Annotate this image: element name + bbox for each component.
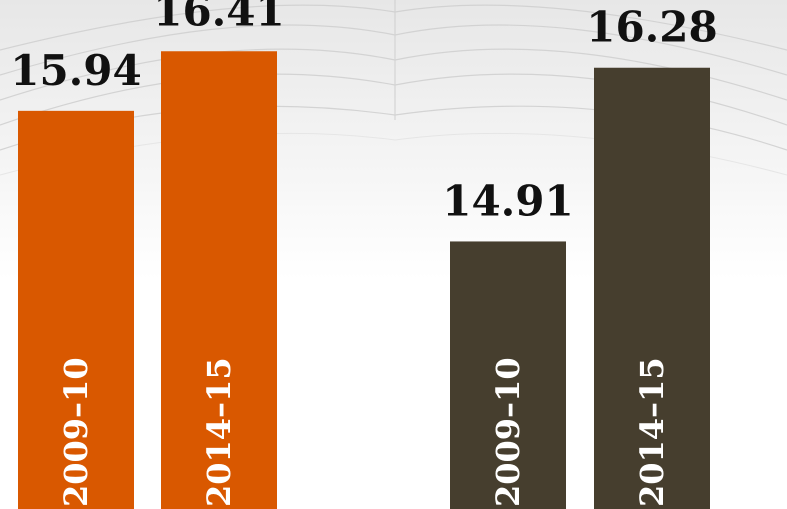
data-label-1-2: 16.41 xyxy=(153,0,285,35)
data-label-2-2: 16.28 xyxy=(586,3,718,52)
category-label-2-2: 2014–15 xyxy=(633,357,671,507)
category-label-2-1: 2009–10 xyxy=(489,357,527,507)
right-bar-group: 14.91 2009–10 16.28 2014–15 xyxy=(442,3,718,509)
left-bar-group: 15.94 2009–10 16.41 2014–15 xyxy=(10,0,285,509)
data-label-1-1: 15.94 xyxy=(10,46,142,95)
category-label-1-2: 2014–15 xyxy=(200,357,238,507)
bar-2-1 xyxy=(450,241,566,509)
bar-1-1 xyxy=(18,110,134,509)
bar-2-2 xyxy=(594,67,710,509)
category-label-1-1: 2009–10 xyxy=(57,357,95,507)
data-label-2-1: 14.91 xyxy=(442,176,574,225)
bar-1-2 xyxy=(161,51,277,509)
